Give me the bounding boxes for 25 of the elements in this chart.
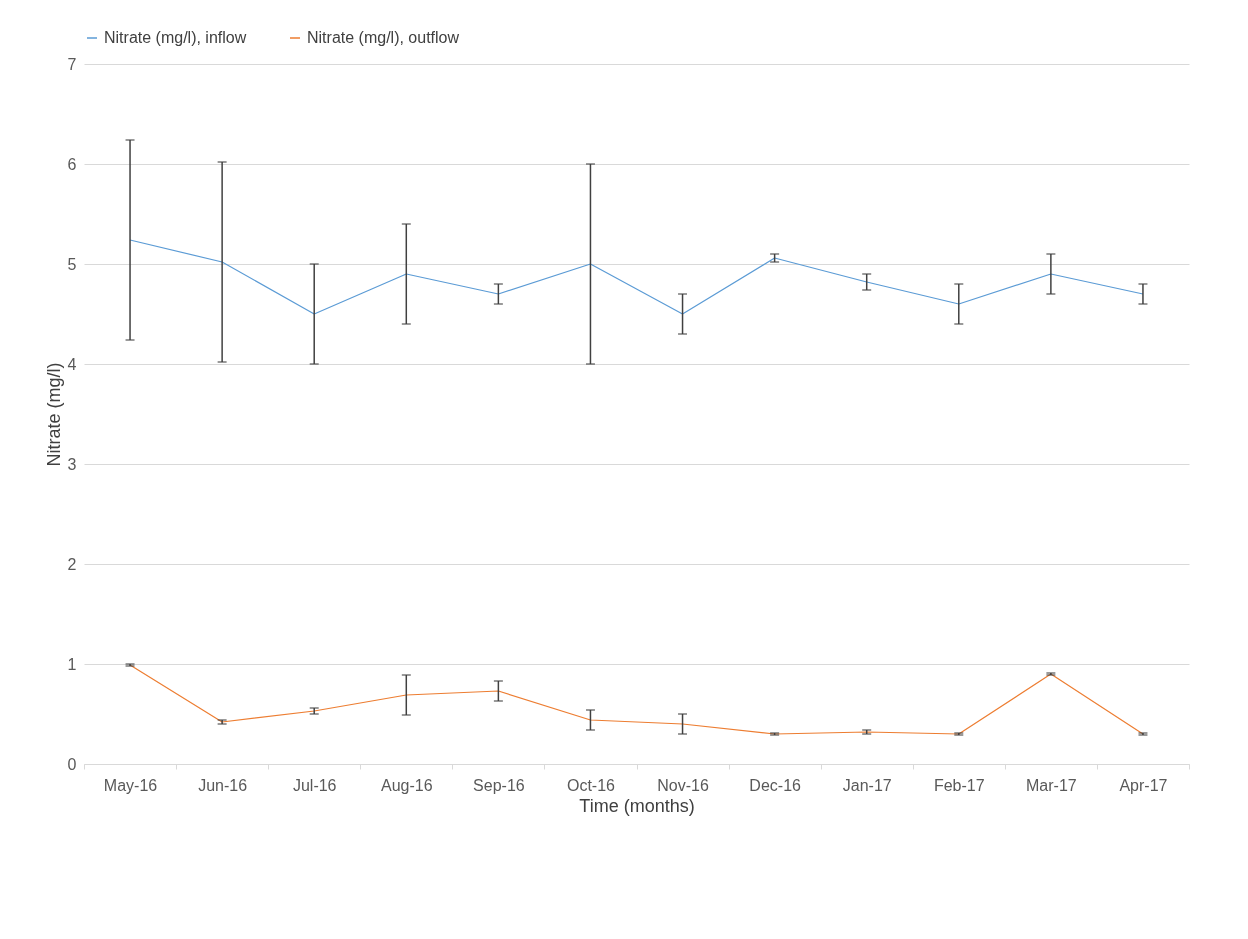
y-tick-label: 0 bbox=[67, 755, 77, 773]
x-axis-title: Time (months) bbox=[579, 795, 695, 816]
x-tick-label: Dec-16 bbox=[749, 776, 802, 794]
y-tick-label: 4 bbox=[67, 355, 77, 373]
line-series bbox=[129, 239, 1144, 315]
x-tick-label: Jul-16 bbox=[292, 776, 337, 794]
x-tick-label: May-16 bbox=[103, 776, 158, 794]
x-tick-label: Oct-16 bbox=[566, 776, 616, 794]
y-tick-label: 3 bbox=[67, 455, 77, 473]
x-tick-label: Sep-16 bbox=[473, 776, 525, 794]
y-axis-title: Nitrate (mg/l) bbox=[43, 362, 64, 467]
legend-label: Nitrate (mg/l), outflow bbox=[307, 29, 460, 46]
legend-label: Nitrate (mg/l), inflow bbox=[104, 29, 247, 46]
x-tick-label: Jun-16 bbox=[198, 776, 248, 794]
x-tick-label: Jan-17 bbox=[842, 776, 892, 794]
x-tick-label: Feb-17 bbox=[933, 776, 985, 794]
y-tick-label: 5 bbox=[67, 255, 77, 273]
x-tick-label: Nov-16 bbox=[657, 776, 709, 794]
y-tick-label: 1 bbox=[67, 655, 77, 673]
y-tick-label: 7 bbox=[67, 55, 77, 73]
y-tick-label: 2 bbox=[67, 555, 77, 573]
x-tick-label: Apr-17 bbox=[1119, 776, 1168, 794]
y-tick-label: 6 bbox=[67, 155, 77, 173]
x-tick-label: Mar-17 bbox=[1026, 776, 1077, 794]
x-tick-label: Aug-16 bbox=[380, 776, 433, 794]
